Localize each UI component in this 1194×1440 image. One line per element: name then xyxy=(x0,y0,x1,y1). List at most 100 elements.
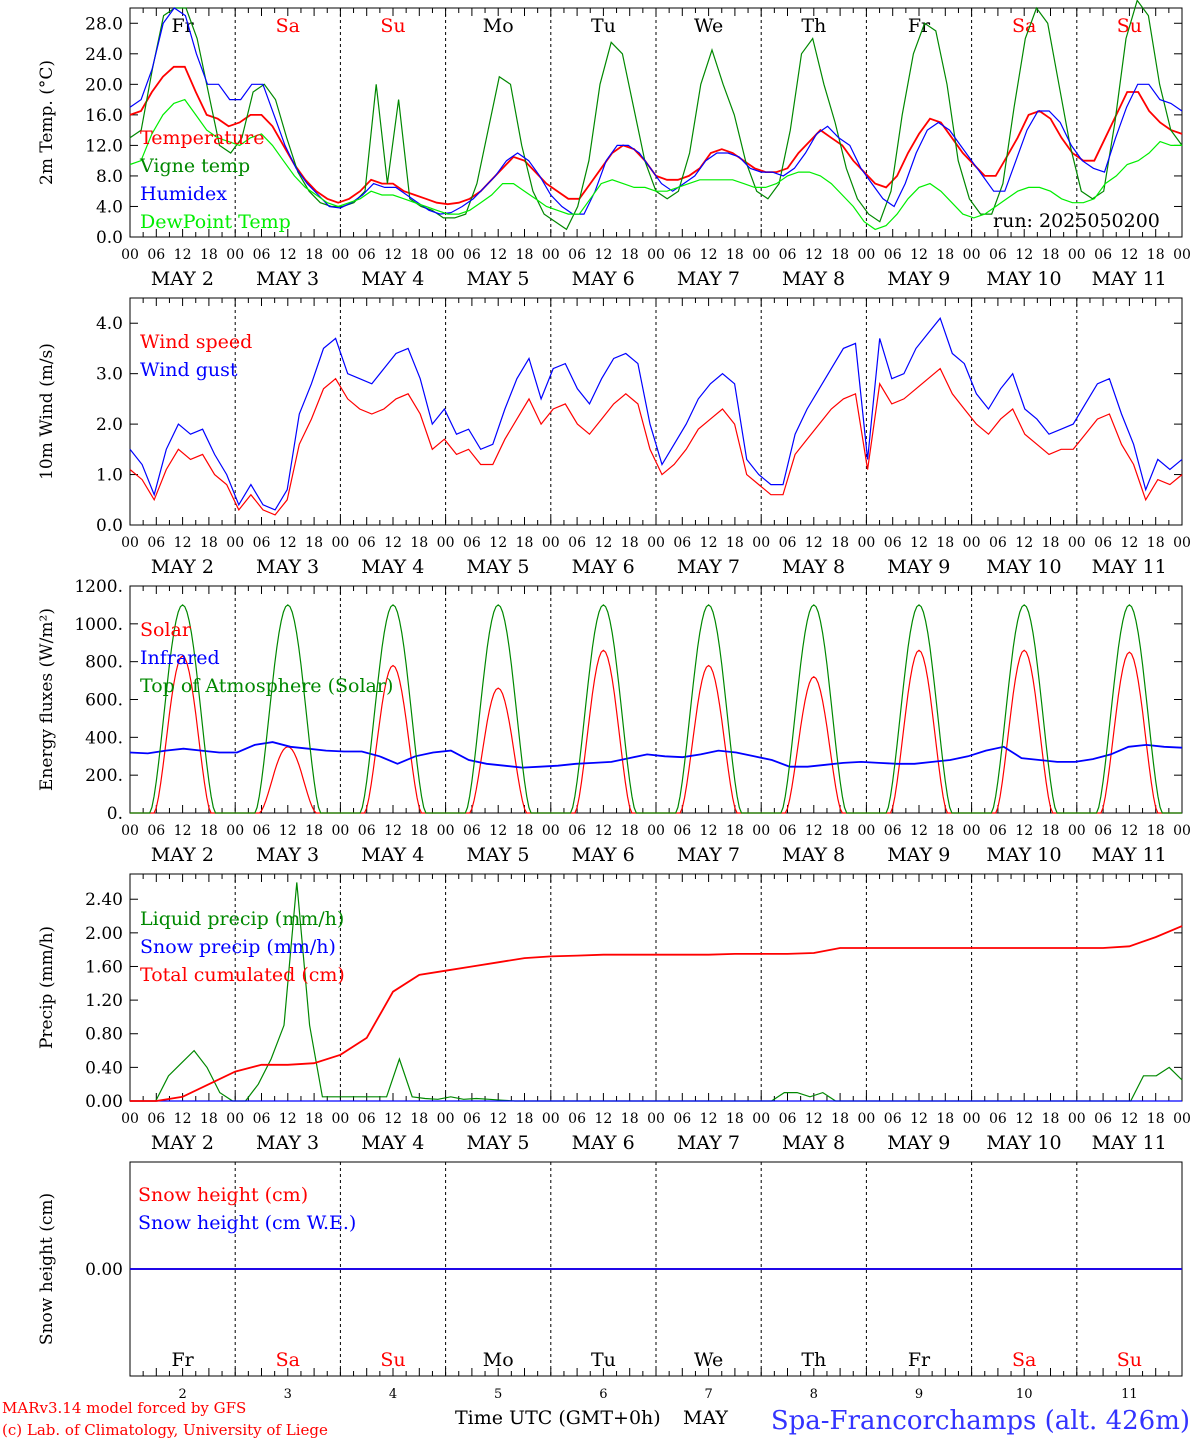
hour-tick-label: 18 xyxy=(621,247,639,263)
date-label: MAY 2 xyxy=(151,844,214,866)
hour-tick-label: 12 xyxy=(700,823,718,839)
hour-tick-label: 18 xyxy=(1147,1111,1165,1127)
date-label: MAY 8 xyxy=(782,1132,845,1154)
day-number-label: 3 xyxy=(284,1387,292,1402)
hour-tick-label: 18 xyxy=(621,535,639,551)
hour-tick-label: 18 xyxy=(200,247,218,263)
hour-tick-label: 18 xyxy=(831,535,849,551)
hour-tick-label: 12 xyxy=(384,535,402,551)
hour-tick-label: 00 xyxy=(1068,535,1086,551)
date-label: MAY 10 xyxy=(986,556,1061,578)
hour-tick-label: 12 xyxy=(700,535,718,551)
hour-tick-label: 18 xyxy=(726,1111,744,1127)
hour-tick-label: 00 xyxy=(542,823,560,839)
date-label: MAY 6 xyxy=(572,556,635,578)
legend-entry: Vigne temp xyxy=(139,155,250,177)
hour-tick-label: 00 xyxy=(226,535,244,551)
day-number-label: 2 xyxy=(178,1387,186,1402)
date-label: MAY 5 xyxy=(466,268,529,290)
hour-tick-label: 18 xyxy=(1042,823,1060,839)
y-tick-label: 24.0 xyxy=(85,45,123,65)
y-tick-label: 400. xyxy=(85,728,123,748)
date-label: MAY 4 xyxy=(361,556,424,578)
hour-tick-label: 06 xyxy=(989,823,1007,839)
hour-tick-label: 12 xyxy=(594,247,612,263)
series-line-wind-gust xyxy=(129,316,1183,511)
day-number-label: 10 xyxy=(1016,1387,1033,1402)
hour-tick-label: 00 xyxy=(857,823,875,839)
hour-tick-label: 12 xyxy=(910,1111,928,1127)
y-tick-label: 3.0 xyxy=(96,365,123,385)
y-tick-label: 200. xyxy=(85,766,123,786)
y-tick-label: 0.0 xyxy=(96,228,123,248)
model-credit: MARv3.14 model forced by GFS xyxy=(2,1399,246,1417)
hour-tick-label: 06 xyxy=(568,823,586,839)
weekday-label: Sa xyxy=(276,1349,300,1371)
y-axis-title: Energy fluxes (W/m²) xyxy=(37,608,57,791)
hour-tick-label: 18 xyxy=(410,1111,428,1127)
date-label: MAY 9 xyxy=(887,1132,950,1154)
y-tick-label: 8.0 xyxy=(96,167,123,187)
hour-tick-label: 12 xyxy=(279,1111,297,1127)
series-line-wind-speed xyxy=(129,367,1183,516)
weekday-label: Sa xyxy=(276,15,300,37)
hour-tick-label: 12 xyxy=(489,823,507,839)
hour-tick-label: 00 xyxy=(121,1111,139,1127)
date-label: MAY 2 xyxy=(151,1132,214,1154)
hour-tick-label: 06 xyxy=(358,1111,376,1127)
hour-tick-label: 06 xyxy=(1094,823,1112,839)
hour-tick-label: 06 xyxy=(884,247,902,263)
hour-tick-label: 00 xyxy=(542,535,560,551)
y-tick-label: 2.00 xyxy=(85,924,123,944)
y-axis-title: Precip (mm/h) xyxy=(37,926,57,1049)
y-tick-label: 1200. xyxy=(74,577,123,597)
y-tick-label: 0.0 xyxy=(96,516,123,536)
hour-tick-label: 12 xyxy=(174,535,192,551)
panels-layer: 0.04.08.012.016.020.024.028.02m Temp. (°… xyxy=(37,0,1191,1402)
weekday-label: Su xyxy=(380,1349,405,1371)
hour-tick-label: 00 xyxy=(226,1111,244,1127)
hour-tick-label: 18 xyxy=(936,535,954,551)
hour-tick-label: 18 xyxy=(1042,535,1060,551)
hour-tick-label: 06 xyxy=(884,535,902,551)
hour-tick-label: 00 xyxy=(331,823,349,839)
date-label: MAY 8 xyxy=(782,268,845,290)
hour-tick-label: 00 xyxy=(752,247,770,263)
legend-entry: DewPoint Temp xyxy=(140,211,291,233)
hour-tick-label: 12 xyxy=(1120,247,1138,263)
weekday-label: We xyxy=(694,1349,723,1371)
y-tick-label: 4.0 xyxy=(96,314,123,334)
y-tick-label: 600. xyxy=(85,691,123,711)
date-label: MAY 7 xyxy=(677,844,740,866)
weekday-label: Fr xyxy=(171,1349,194,1371)
hour-tick-label: 06 xyxy=(884,1111,902,1127)
hour-tick-label: 06 xyxy=(568,1111,586,1127)
hour-tick-label: 00 xyxy=(121,247,139,263)
hour-tick-label: 12 xyxy=(700,247,718,263)
hour-tick-label: 06 xyxy=(1094,247,1112,263)
hour-tick-label: 06 xyxy=(1094,1111,1112,1127)
hour-tick-label: 18 xyxy=(1147,247,1165,263)
hour-tick-label: 18 xyxy=(516,1111,534,1127)
hour-tick-label: 12 xyxy=(1015,247,1033,263)
hour-tick-label: 06 xyxy=(147,1111,165,1127)
hour-tick-label: 12 xyxy=(1015,535,1033,551)
hour-tick-label: 12 xyxy=(594,535,612,551)
hour-tick-label: 06 xyxy=(779,535,797,551)
hour-tick-label: 18 xyxy=(410,247,428,263)
hour-tick-label: 06 xyxy=(253,1111,271,1127)
hour-tick-label: 06 xyxy=(779,247,797,263)
weekday-label: Fr xyxy=(908,1349,931,1371)
hour-tick-label: 12 xyxy=(489,1111,507,1127)
hour-tick-label: 12 xyxy=(384,247,402,263)
date-label: MAY 5 xyxy=(466,556,529,578)
hour-tick-label: 06 xyxy=(673,823,691,839)
hour-tick-label: 12 xyxy=(384,1111,402,1127)
date-label: MAY 4 xyxy=(361,844,424,866)
hour-tick-label: 12 xyxy=(279,823,297,839)
series-line-infrared xyxy=(129,741,1183,769)
hour-tick-label: 06 xyxy=(463,1111,481,1127)
hour-tick-label: 06 xyxy=(253,247,271,263)
legend-entry: Liquid precip (mm/h) xyxy=(140,908,344,930)
legend-entry: Wind gust xyxy=(140,359,238,381)
